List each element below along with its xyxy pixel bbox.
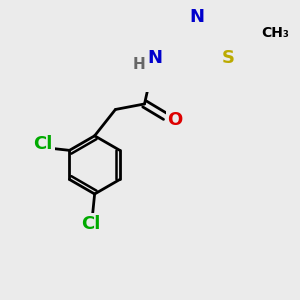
Text: H: H	[133, 57, 145, 72]
Text: O: O	[167, 111, 183, 129]
Text: Cl: Cl	[33, 135, 53, 153]
Text: CH₃: CH₃	[262, 26, 290, 40]
Text: N: N	[147, 49, 162, 67]
Text: S: S	[222, 49, 235, 67]
Text: N: N	[189, 8, 204, 26]
Text: Cl: Cl	[82, 215, 101, 233]
